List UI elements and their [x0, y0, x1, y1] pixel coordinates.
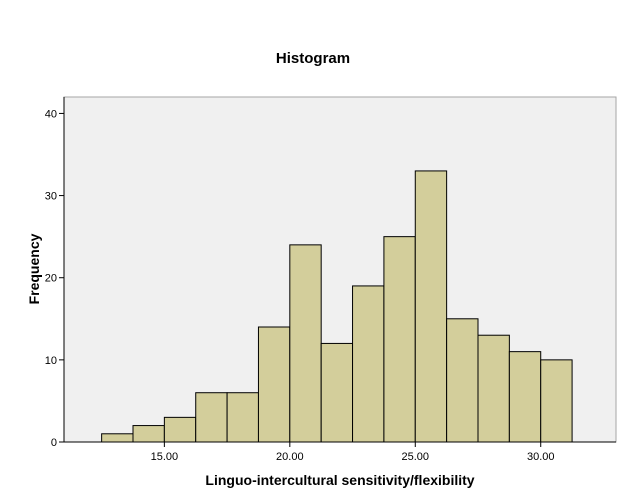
histogram-bar [352, 285, 385, 443]
histogram-bar [383, 236, 416, 443]
x-axis: 15.00 20.00 25.00 30.00 [64, 441, 616, 463]
chart-title: Histogram [276, 50, 350, 67]
y-tick-label: 0 [51, 437, 57, 449]
histogram-bar [414, 170, 448, 443]
bars-group [101, 170, 573, 443]
x-tick-label: 25.00 [402, 451, 430, 463]
y-axis: 0 10 20 30 40 [45, 97, 65, 449]
histogram-bar [446, 318, 479, 443]
x-tick-label: 30.00 [527, 451, 555, 463]
histogram-bar [163, 416, 197, 443]
histogram-bar [226, 392, 259, 443]
histogram-bar [101, 433, 134, 443]
histogram-bar [508, 351, 542, 443]
histogram-bar [289, 244, 322, 443]
histogram-bar [257, 326, 291, 443]
histogram-bar [195, 392, 228, 443]
y-tick-label: 40 [45, 108, 57, 120]
histogram-bar [132, 425, 165, 443]
y-axis-label: Frequency [26, 233, 42, 304]
x-axis-label: Linguo-intercultural sensitivity/flexibi… [205, 472, 474, 488]
histogram-bar [540, 359, 573, 443]
y-tick-label: 20 [45, 273, 57, 285]
x-tick-label: 20.00 [276, 451, 304, 463]
histogram-bar [320, 342, 354, 443]
y-tick-label: 10 [45, 355, 57, 367]
x-tick-label: 15.00 [151, 451, 179, 463]
histogram-bar [477, 334, 510, 443]
y-tick-label: 30 [45, 191, 57, 203]
